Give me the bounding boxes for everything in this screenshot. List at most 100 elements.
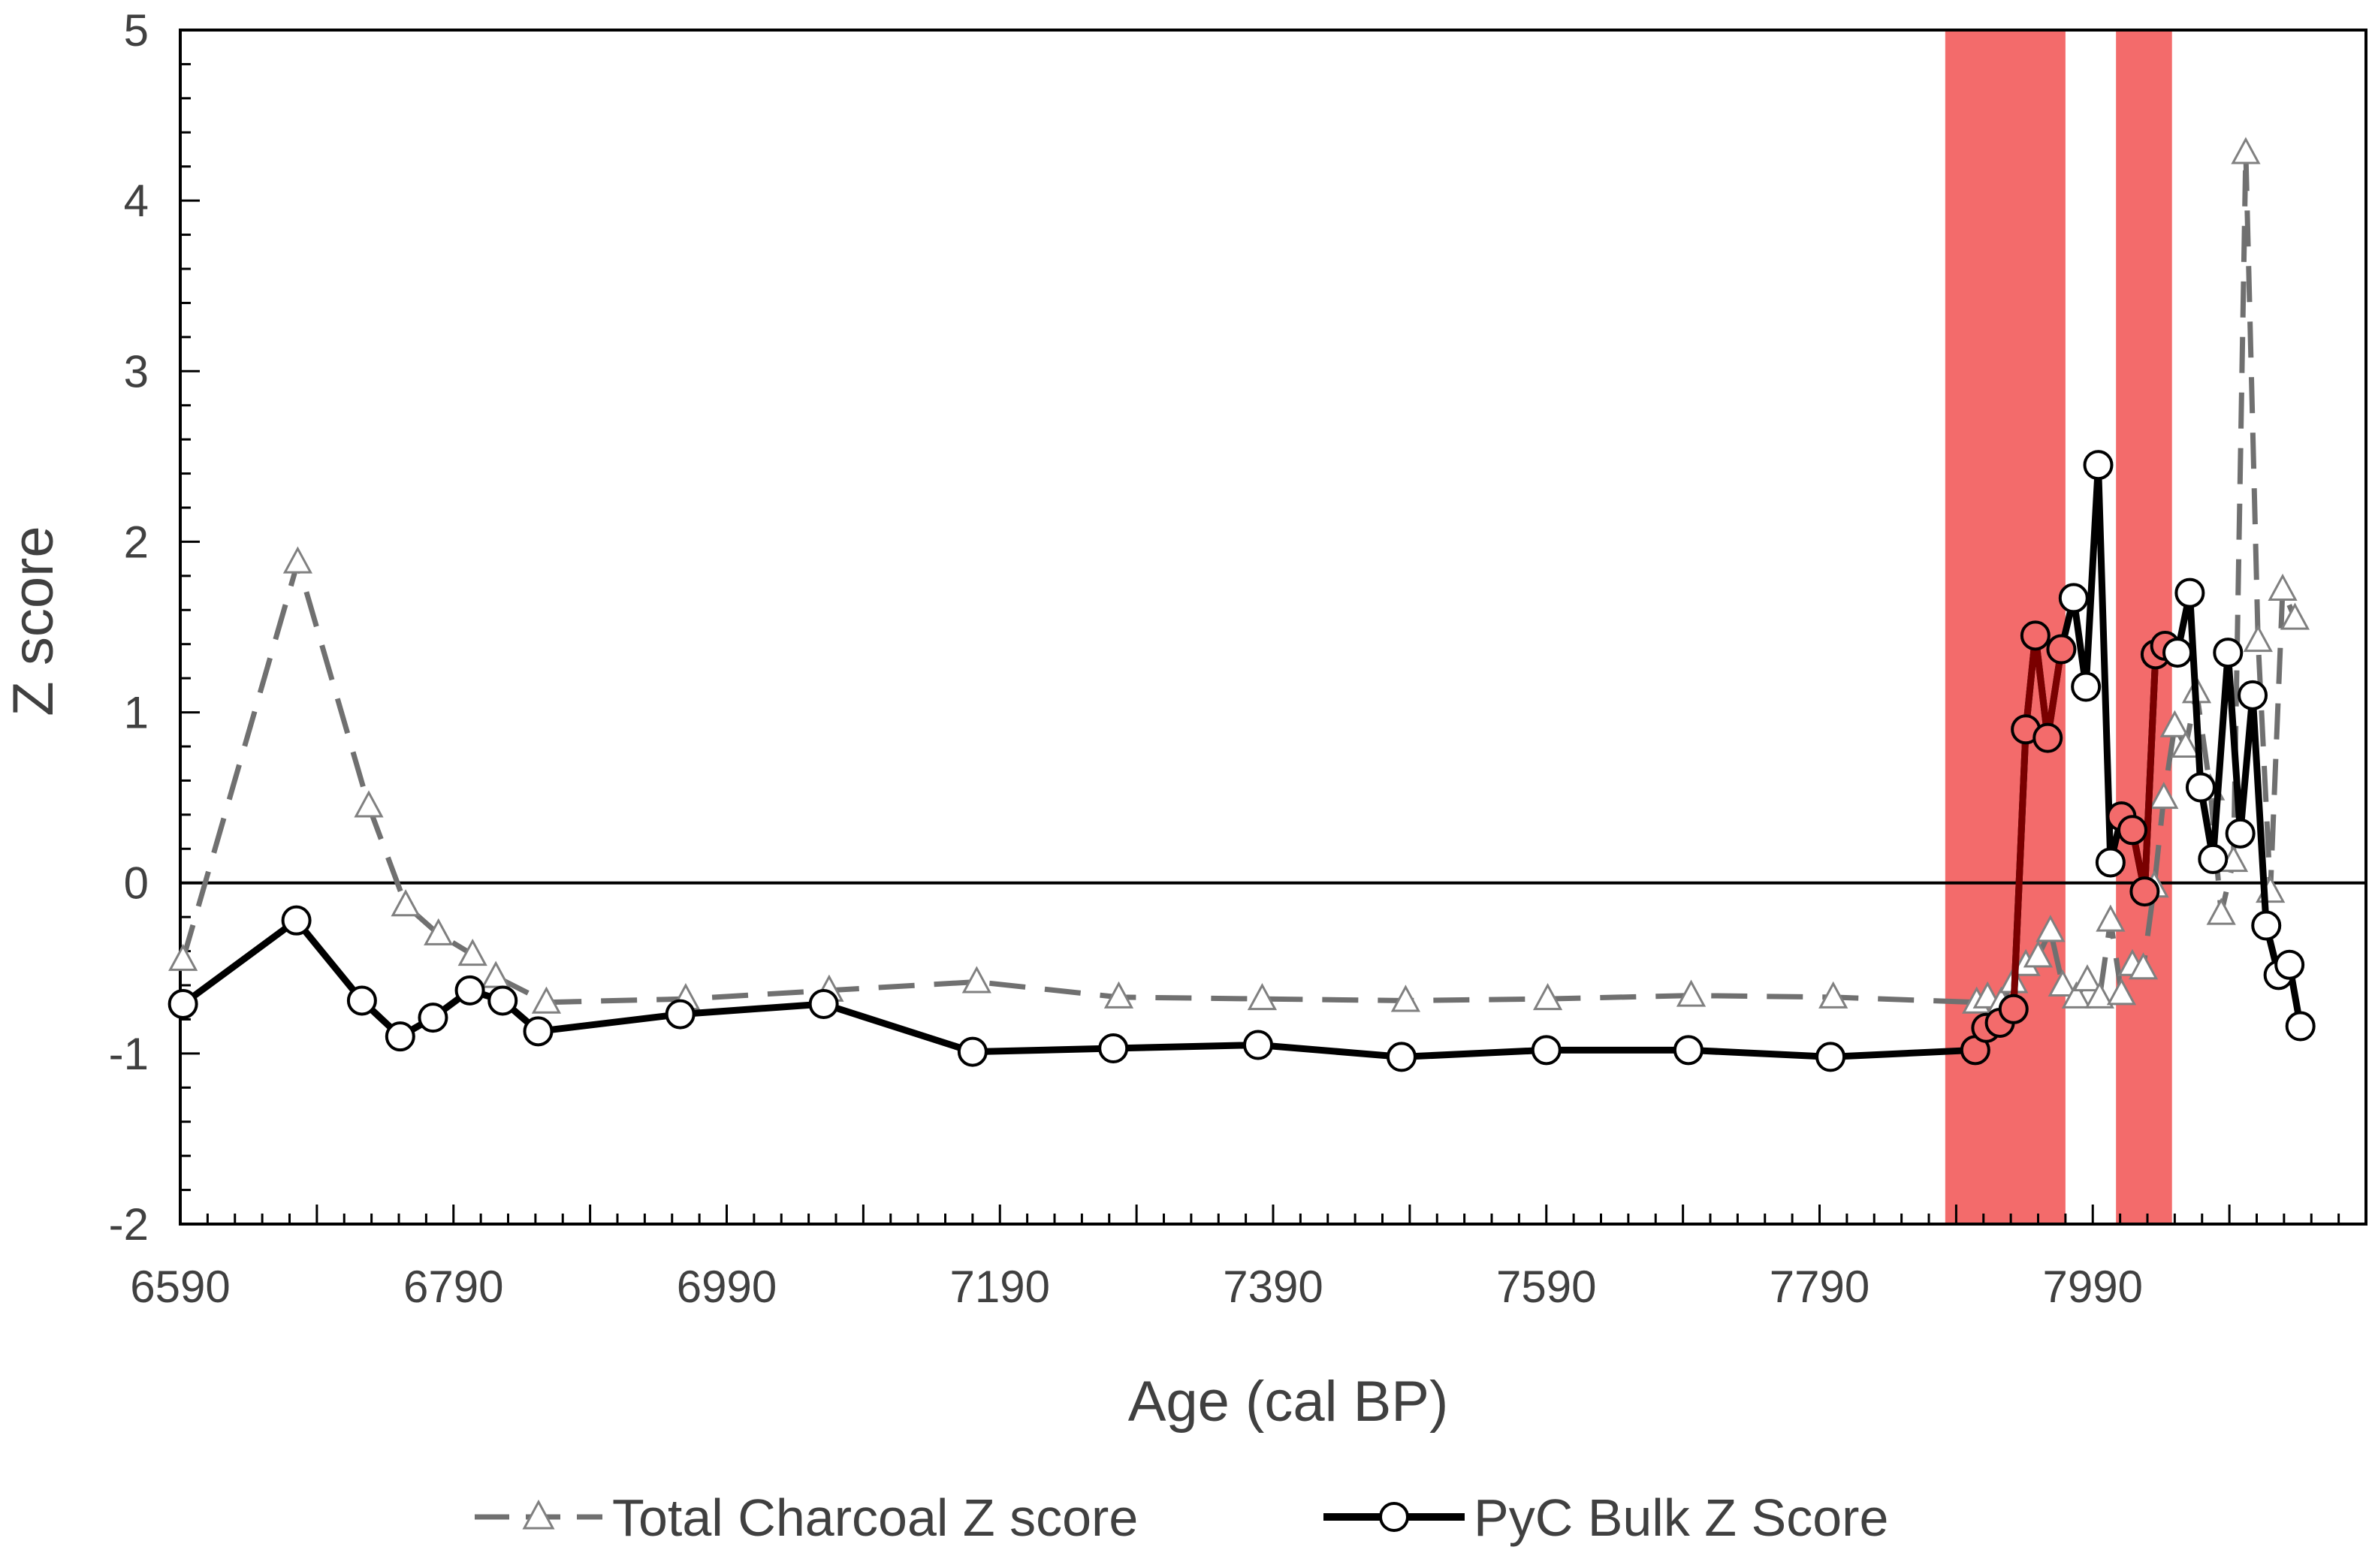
data-point-circle	[2213, 638, 2244, 668]
series-layer	[167, 137, 2316, 1072]
data-point-triangle	[1532, 983, 1563, 1011]
data-point-triangle	[2231, 137, 2261, 164]
data-point-triangle	[2106, 978, 2137, 1006]
data-point-triangle	[961, 966, 991, 994]
series-segment-highlighted	[2010, 725, 2029, 1013]
x-tick-label: 7190	[950, 1262, 1050, 1312]
data-point-circle	[418, 1003, 448, 1033]
x-tick-label: 7790	[1770, 1262, 1870, 1312]
data-point-circle	[2274, 949, 2305, 980]
data-point-triangle	[2035, 915, 2066, 942]
data-point-circle	[523, 1016, 554, 1047]
data-point-triangle	[1103, 981, 1134, 1009]
legend-label-pyc-bulk: PyC Bulk Z Score	[1474, 1488, 1888, 1547]
x-tick-label: 7990	[2043, 1262, 2143, 1312]
data-point-circle	[2032, 722, 2063, 753]
data-point-triangle	[2159, 710, 2190, 737]
data-point-circle	[1815, 1042, 1846, 1072]
legend-item-total-charcoal: Total Charcoal Z score	[475, 1488, 1138, 1547]
data-point-triangle	[2171, 730, 2201, 758]
y-tick-label: -2	[109, 1199, 149, 1250]
data-point-circle	[346, 985, 377, 1016]
data-point-triangle	[391, 889, 421, 917]
y-tick-label: 5	[124, 5, 149, 56]
data-point-circle	[2162, 638, 2193, 668]
data-point-triangle	[2084, 981, 2114, 1009]
data-point-circle	[2198, 843, 2229, 874]
data-point-triangle	[2072, 964, 2102, 992]
data-point-circle	[385, 1021, 415, 1052]
data-point-circle	[1098, 1033, 1129, 1064]
y-tick-label: 1	[124, 688, 149, 738]
data-point-circle	[2251, 910, 2282, 941]
legend: Total Charcoal Z score PyC Bulk Z Score	[475, 1488, 1888, 1547]
data-point-triangle	[1818, 981, 1848, 1009]
y-tick-label: 4	[124, 176, 149, 226]
data-point-triangle	[2149, 781, 2179, 810]
data-point-triangle	[2048, 969, 2078, 997]
data-point-triangle	[1247, 983, 1278, 1011]
data-point-circle	[2083, 450, 2114, 481]
data-point-triangle	[2243, 625, 2273, 653]
data-point-circle	[1998, 994, 2029, 1024]
data-point-circle	[281, 905, 312, 936]
y-tick-label: 0	[124, 858, 149, 909]
y-tick-label: 2	[124, 517, 149, 567]
data-point-circle	[665, 999, 696, 1030]
data-point-circle	[2185, 772, 2216, 803]
data-point-triangle	[424, 918, 454, 945]
data-point-triangle	[168, 943, 198, 971]
data-point-circle	[2174, 577, 2205, 608]
data-point-circle	[2225, 818, 2256, 849]
data-point-triangle	[1390, 985, 1421, 1012]
data-point-circle	[1531, 1035, 1562, 1066]
data-point-circle	[487, 985, 518, 1016]
data-point-triangle	[282, 546, 313, 574]
data-point-circle	[2129, 876, 2160, 907]
series-segment-highlighted	[2141, 650, 2159, 895]
data-point-circle	[957, 1036, 988, 1067]
legend-label-total-charcoal: Total Charcoal Z score	[612, 1488, 1138, 1547]
data-point-circle	[2058, 583, 2089, 614]
data-point-triangle	[2268, 573, 2298, 602]
data-point-triangle	[1676, 979, 1707, 1007]
data-point-circle	[2071, 671, 2102, 702]
data-point-triangle	[2280, 602, 2310, 630]
data-point-circle	[2238, 680, 2268, 710]
y-axis: -2 -1 0 1 2 3 4 5	[109, 5, 200, 1250]
data-point-circle	[1242, 1030, 1273, 1060]
y-tick-label: 3	[124, 346, 149, 397]
y-tick-label: -1	[109, 1029, 149, 1079]
data-point-circle	[2285, 1011, 2316, 1042]
x-tick-label: 6990	[677, 1262, 777, 1312]
x-tick-label: 7590	[1496, 1262, 1596, 1312]
data-point-circle	[808, 988, 839, 1019]
data-point-triangle	[354, 790, 384, 818]
data-point-triangle	[481, 960, 511, 988]
series-pyc-bulk	[167, 450, 2316, 1072]
data-point-circle	[1673, 1035, 1704, 1066]
data-point-circle	[2095, 847, 2126, 878]
data-point-circle	[1386, 1042, 1417, 1072]
series-segment-highlighted	[2022, 632, 2039, 733]
x-tick-label: 7390	[1223, 1262, 1323, 1312]
y-axis-title: Z score	[2, 526, 65, 716]
data-point-triangle	[2061, 981, 2092, 1009]
data-point-circle	[2020, 620, 2051, 651]
legend-item-pyc-bulk: PyC Bulk Z Score	[1323, 1488, 1888, 1547]
data-point-circle	[167, 988, 198, 1019]
data-point-triangle	[531, 986, 562, 1014]
data-point-triangle	[2023, 940, 2054, 968]
x-tick-label: 6590	[130, 1262, 230, 1312]
data-point-circle	[2046, 634, 2077, 665]
data-point-circle	[2117, 815, 2147, 846]
x-axis: 6590 6790 6990 7190 7390 7590 7790 7990	[130, 1205, 2367, 1312]
highlight-band-2	[2116, 30, 2172, 1224]
data-point-triangle	[457, 938, 487, 966]
data-point-triangle	[2206, 897, 2236, 925]
data-point-circle	[454, 975, 485, 1006]
x-axis-title: Age (cal BP)	[1128, 1370, 1449, 1434]
data-point-triangle	[2128, 952, 2159, 980]
series-segment-highlighted	[2032, 632, 2051, 742]
